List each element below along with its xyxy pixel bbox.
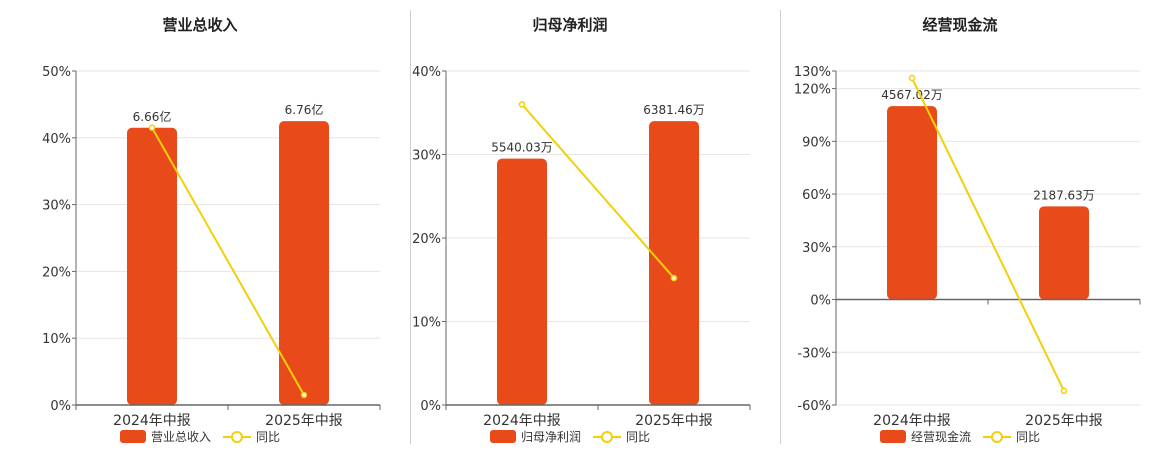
chart-svg: -60% -30% 0% 30% 60% 90% 120% 130% 4567.02万 2187.…	[794, 65, 1141, 429]
legend-bar-label: 归母净利润	[520, 430, 581, 444]
x-tick-label: 2025年中报	[1025, 413, 1103, 429]
y-tick-label: -60%	[797, 399, 831, 414]
bar-value-label: 6381.46万	[643, 103, 705, 117]
legend-item-line[interactable]: 同比	[223, 428, 280, 445]
legend-line-label: 同比	[626, 430, 651, 444]
yoy-point	[518, 101, 526, 108]
panel-divider	[780, 10, 781, 444]
legend-item-bar[interactable]: 经营现金流	[879, 428, 971, 445]
yoy-line	[911, 77, 1065, 392]
bar-value-label: 4567.02万	[881, 88, 943, 102]
y-tick-label: 0%	[810, 294, 831, 309]
chart-svg: 0% 10% 20% 30% 40% 5540.03万 6381.46万 2024年中报 202…	[412, 65, 751, 429]
bar	[497, 158, 547, 405]
legend-line-label: 同比	[256, 430, 281, 444]
chart-title: 营业总收入	[162, 16, 238, 34]
y-tick-label: 40%	[412, 65, 441, 80]
bar-value-label: 6.66亿	[133, 109, 172, 124]
legend-line-swatch	[593, 430, 621, 443]
bar	[127, 127, 177, 405]
bar-value-label: 2187.63万	[1033, 188, 1095, 202]
x-tick-label: 2024年中报	[113, 413, 191, 429]
chart-legend: 营业总收入 同比	[0, 428, 400, 445]
y-tick-label: 0%	[420, 399, 441, 414]
bar-value-label: 6.76亿	[285, 102, 324, 117]
yoy-point	[670, 274, 678, 282]
yoy-line	[521, 103, 675, 279]
legend-line-swatch	[983, 430, 1011, 443]
x-tick-label: 2025年中报	[635, 413, 713, 429]
chart-title: 归母净利润	[532, 16, 608, 34]
y-tick-label: 30%	[42, 199, 71, 214]
legend-line-swatch	[223, 430, 251, 443]
panel-divider	[410, 10, 411, 444]
y-tick-label: -30%	[797, 346, 831, 361]
bar	[649, 121, 699, 405]
chart-legend: 经营现金流 同比	[760, 428, 1160, 445]
legend-item-line[interactable]: 同比	[593, 428, 650, 445]
y-tick-label: 10%	[412, 316, 441, 331]
chart-legend: 归母净利润 同比	[370, 428, 770, 445]
legend-item-bar[interactable]: 归母净利润	[489, 428, 581, 445]
chart-panel-net-profit: 归母净利润 0% 10% 20% 30% 40% 5540.03万 6381.46万 2024…	[370, 0, 770, 450]
x-tick-label: 2025年中报	[265, 413, 343, 429]
legend-item-bar[interactable]: 营业总收入	[119, 428, 211, 445]
yoy-point	[908, 74, 916, 82]
y-tick-label: 40%	[42, 132, 71, 147]
bar	[887, 106, 937, 300]
x-tick-label: 2024年中报	[483, 413, 561, 429]
y-tick-label: 30%	[412, 149, 441, 164]
legend-bar-label: 经营现金流	[910, 430, 971, 444]
chart-panel-cash-flow: 经营现金流 -60% -30% 0% 30% 60% 90% 120% 130% 4567.02…	[760, 0, 1160, 450]
chart-panel-revenue: 营业总收入 0% 10% 20% 30% 40% 50% 6.66亿 6.76亿 2024年中报…	[0, 0, 400, 450]
bar	[1039, 206, 1089, 300]
chart-svg: 0% 10% 20% 30% 40% 50% 6.66亿 6.76亿 2024年中报 2025年中…	[42, 65, 381, 429]
chart-title: 经营现金流	[922, 16, 998, 34]
y-tick-label: 30%	[802, 241, 831, 256]
y-tick-label: 90%	[802, 135, 831, 150]
x-tick-label: 2024年中报	[873, 413, 951, 429]
legend-item-line[interactable]: 同比	[983, 428, 1040, 445]
y-tick-label: 120%	[794, 83, 831, 98]
bar	[279, 121, 329, 405]
legend-bar-swatch	[489, 430, 516, 443]
legend-bar-swatch	[879, 430, 906, 443]
y-tick-label: 0%	[50, 399, 71, 414]
y-tick-label: 20%	[412, 232, 441, 247]
yoy-point	[300, 391, 308, 399]
legend-bar-label: 营业总收入	[150, 430, 211, 444]
y-tick-label: 50%	[42, 65, 71, 80]
y-tick-label: 60%	[802, 188, 831, 203]
legend-bar-swatch	[119, 430, 146, 443]
y-tick-label: 130%	[794, 65, 831, 80]
legend-line-label: 同比	[1016, 430, 1041, 444]
y-tick-label: 20%	[42, 265, 71, 280]
bar-value-label: 5540.03万	[491, 141, 553, 155]
yoy-line	[151, 127, 305, 396]
yoy-point	[1060, 387, 1068, 395]
y-tick-label: 10%	[42, 332, 71, 347]
yoy-point	[148, 124, 156, 132]
